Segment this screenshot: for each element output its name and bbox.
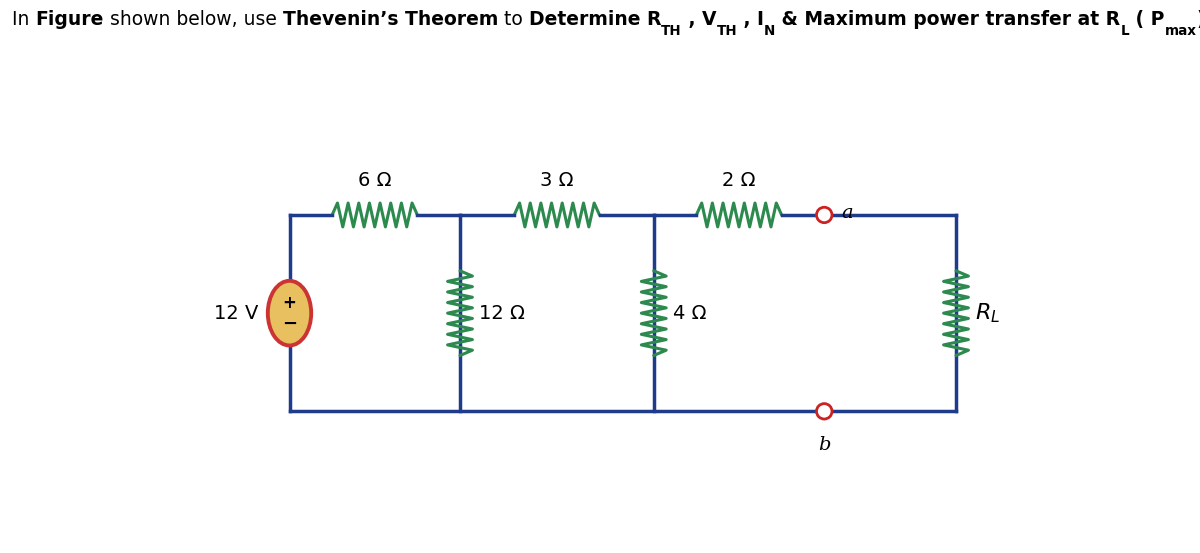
Text: ( P: ( P — [1129, 11, 1164, 29]
Text: 12 V: 12 V — [214, 304, 258, 322]
Text: N: N — [764, 24, 775, 38]
Text: 6 Ω: 6 Ω — [358, 171, 391, 190]
Text: shown below, use: shown below, use — [103, 11, 283, 29]
Text: Thevenin’s Theorem: Thevenin’s Theorem — [283, 11, 498, 29]
Text: Determine R: Determine R — [529, 11, 661, 29]
Text: max: max — [1164, 24, 1196, 38]
Text: TH: TH — [716, 24, 737, 38]
Text: L: L — [1121, 24, 1129, 38]
Text: 4 Ω: 4 Ω — [673, 304, 707, 322]
Text: In: In — [12, 11, 35, 29]
Ellipse shape — [268, 281, 311, 346]
Text: −: − — [282, 315, 298, 333]
Text: , I: , I — [737, 11, 764, 29]
Circle shape — [816, 404, 832, 419]
Text: ): ) — [1196, 11, 1200, 29]
Text: $R_L$: $R_L$ — [976, 301, 1001, 325]
Text: Figure: Figure — [35, 11, 103, 29]
Text: b: b — [818, 436, 830, 454]
Text: a: a — [841, 205, 853, 222]
Text: & Maximum power transfer at R: & Maximum power transfer at R — [775, 11, 1121, 29]
Text: TH: TH — [661, 24, 682, 38]
Text: 2 Ω: 2 Ω — [722, 171, 756, 190]
Text: to: to — [498, 11, 529, 29]
Text: 3 Ω: 3 Ω — [540, 171, 574, 190]
Text: 12 Ω: 12 Ω — [479, 304, 526, 322]
Text: , V: , V — [682, 11, 716, 29]
Text: +: + — [282, 294, 296, 312]
Circle shape — [816, 207, 832, 223]
